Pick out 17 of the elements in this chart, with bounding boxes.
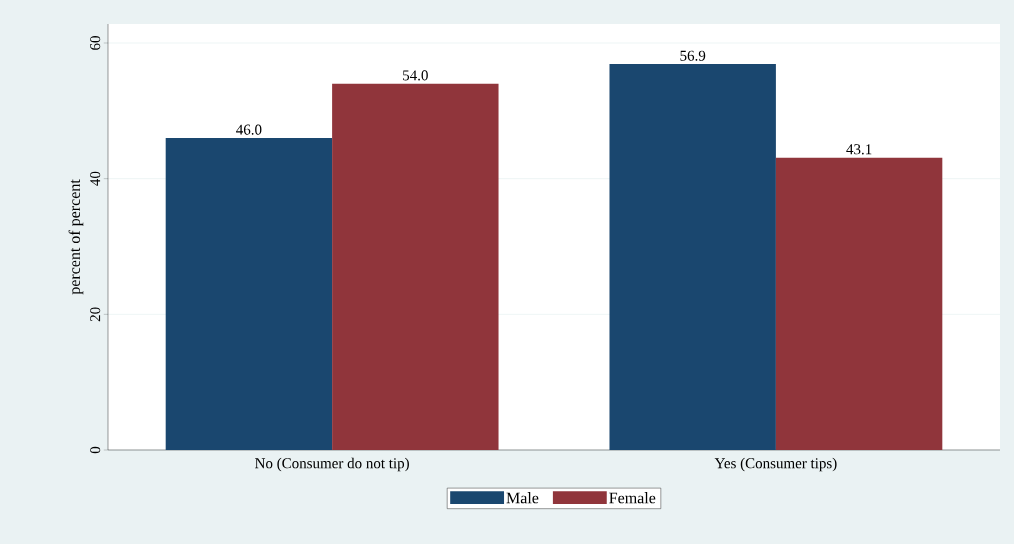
y-tick-label: 60 [90, 36, 101, 50]
legend-label: Female [609, 492, 656, 504]
data-label: 46.0 [236, 124, 262, 135]
data-label: 43.1 [846, 144, 872, 155]
bar [775, 157, 943, 450]
y-axis-title: percent of percent [68, 179, 84, 295]
y-tick-label: 40 [90, 171, 101, 186]
bar [609, 64, 776, 450]
bar [165, 137, 333, 450]
y-tick-label: 20 [90, 307, 101, 322]
x-tick-label: No (Consumer do not tip) [255, 457, 409, 472]
data-label: 56.9 [680, 50, 706, 61]
x-tick-label: Yes (Consumer tips) [714, 457, 837, 472]
bar [332, 83, 499, 450]
y-tick-label: 0 [90, 446, 101, 454]
legend-label: Male [506, 492, 539, 504]
data-label: 54.0 [403, 70, 428, 81]
